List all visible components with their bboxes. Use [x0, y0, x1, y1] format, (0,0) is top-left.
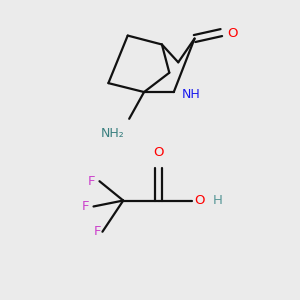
- Text: F: F: [88, 175, 95, 188]
- Text: NH₂: NH₂: [101, 127, 125, 140]
- Text: O: O: [154, 146, 164, 159]
- Text: O: O: [194, 194, 205, 207]
- Text: H: H: [212, 194, 222, 207]
- Text: F: F: [82, 200, 89, 213]
- Text: O: O: [227, 27, 238, 40]
- Text: F: F: [94, 225, 101, 238]
- Text: NH: NH: [182, 88, 201, 100]
